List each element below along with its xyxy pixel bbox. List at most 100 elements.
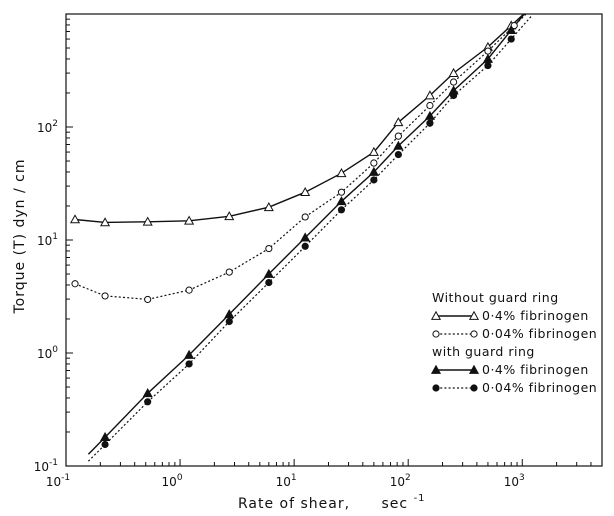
filled-triangle-marker: [424, 110, 435, 120]
y-tick-label: 10-1: [34, 458, 58, 474]
filled-circle-marker: [432, 384, 440, 392]
series-lines: [74, 14, 532, 462]
filled-triangle-marker: [142, 388, 153, 398]
open-circle-marker: [225, 268, 233, 276]
series-markers: [69, 20, 518, 449]
filled-triangle-marker: [100, 431, 111, 442]
open-circle-marker: [470, 330, 478, 338]
legend-label: 0·4% fibrinogen: [482, 308, 589, 323]
open-circle-marker: [432, 330, 440, 338]
legend-entry: 0·4% fibrinogen: [430, 362, 589, 377]
y-tick-label-base: 10: [34, 460, 49, 474]
open-circle-marker: [449, 78, 458, 86]
open-circle-marker: [71, 280, 79, 288]
open-triangle-marker: [300, 186, 311, 197]
open-triangle-marker: [336, 167, 347, 178]
open-circle-marker: [426, 101, 434, 110]
legend-group-title: with guard ring: [432, 344, 535, 359]
open-triangle-marker: [69, 214, 81, 224]
x-tick-label: 103: [504, 473, 525, 489]
open-triangle-marker: [263, 201, 274, 212]
x-axis-title: Rate of shear, sec -1: [238, 493, 426, 512]
x-tick-label: 100: [162, 473, 183, 489]
filled-triangle-marker: [184, 349, 195, 359]
x-tick-label-exp: -1: [61, 473, 70, 483]
filled-circle-marker: [370, 176, 378, 184]
open-circle-marker: [370, 159, 378, 167]
open-triangle-marker: [393, 117, 404, 127]
filled-circle-marker: [101, 440, 109, 449]
filled-triangle-marker: [393, 140, 404, 150]
legend-group-title: Without guard ring: [432, 290, 559, 305]
y-tick-label: 100: [37, 345, 58, 361]
open-circle-marker: [394, 132, 402, 140]
legend-entry: 0·04% fibrinogen: [432, 380, 597, 395]
open-triangle-marker: [424, 90, 435, 100]
x-tick-label: 10-1: [46, 473, 70, 489]
plot-frame: [65, 13, 603, 467]
open-circle-marker: [301, 213, 309, 221]
x-axis-title-unit: sec: [382, 496, 409, 512]
y-tick-label: 101: [37, 232, 58, 248]
x-tick-label: 101: [276, 473, 297, 489]
y-tick-label-exp: -1: [49, 458, 58, 468]
legend-label: 0·04% fibrinogen: [482, 380, 597, 395]
open-circle-marker: [484, 47, 492, 55]
open-triangle-marker: [368, 146, 379, 156]
open-triangle-marker: [224, 211, 235, 221]
y-tick-label-base: 10: [37, 234, 52, 248]
open-triangle-marker: [100, 217, 111, 227]
legend-entry: 0·4% fibrinogen: [430, 308, 589, 323]
legend-label: 0·04% fibrinogen: [482, 326, 597, 341]
x-tick-label-exp: 1: [291, 473, 297, 483]
filled-circle-marker: [265, 278, 273, 287]
filled-circle-marker: [449, 91, 458, 100]
series-line-2: [74, 14, 528, 301]
plot-border: [65, 13, 603, 467]
filled-circle-marker: [426, 119, 434, 127]
filled-triangle-marker: [224, 309, 235, 319]
filled-triangle-marker: [506, 24, 517, 34]
y-tick-label-exp: 2: [52, 119, 58, 129]
open-circle-marker: [101, 292, 109, 300]
open-circle-marker: [185, 286, 193, 294]
filled-circle-marker: [225, 317, 233, 326]
series-line-4: [87, 15, 532, 462]
x-tick-label-exp: 0: [177, 473, 183, 483]
x-tick-label-base: 10: [162, 475, 177, 489]
filled-circle-marker: [144, 398, 152, 406]
filled-circle-marker: [337, 206, 346, 214]
x-axis: 10-1 100 101 102 103: [46, 459, 603, 489]
open-circle-marker: [265, 244, 273, 253]
y-axis-title: Torque (T) dyn / cm: [12, 159, 28, 315]
y-tick-label-base: 10: [37, 121, 52, 135]
x-tick-label: 102: [390, 473, 411, 489]
open-circle-marker: [337, 188, 346, 196]
open-triangle-marker: [184, 215, 195, 225]
open-triangle-marker: [430, 310, 442, 320]
filled-circle-marker: [394, 150, 402, 159]
open-triangle-marker: [448, 67, 459, 77]
filled-circle-marker: [507, 35, 515, 43]
legend-label: 0·4% fibrinogen: [482, 362, 589, 377]
filled-triangle-marker: [430, 364, 442, 374]
filled-circle-marker: [470, 384, 478, 392]
y-tick-label-base: 10: [37, 347, 52, 361]
filled-triangle-marker: [263, 268, 274, 278]
legend: Without guard ring 0·4% fibrinogen 0·04% f…: [430, 290, 597, 395]
filled-triangle-marker: [368, 166, 379, 176]
x-tick-label-base: 10: [276, 475, 291, 489]
x-tick-label-base: 10: [504, 475, 519, 489]
filled-circle-marker: [301, 242, 309, 250]
legend-entry: 0·04% fibrinogen: [432, 326, 597, 341]
filled-triangle-marker: [300, 232, 311, 242]
x-axis-title-unit-exp: -1: [414, 493, 426, 504]
open-triangle-marker: [142, 216, 153, 226]
x-tick-label-exp: 2: [405, 473, 411, 483]
filled-triangle-marker: [468, 364, 480, 374]
filled-circle-marker: [484, 61, 492, 70]
x-tick-label-exp: 3: [519, 473, 525, 483]
y-tick-label: 102: [37, 119, 58, 135]
